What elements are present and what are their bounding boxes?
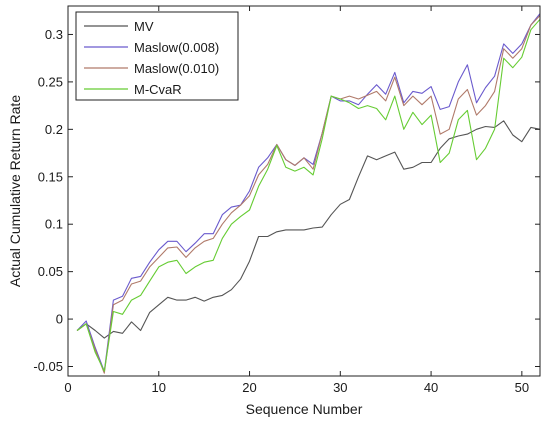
legend: MV Maslow(0.008) Maslow(0.010) M-CvaR (75, 11, 239, 101)
series-line-0 (76, 120, 541, 339)
y-tick-label: 0.15 (38, 169, 63, 184)
legend-label-mv: MV (134, 19, 154, 34)
y-tick-label: 0.05 (38, 264, 63, 279)
legend-label-m-cvar: M-CvaR (134, 82, 182, 97)
plot-frame (67, 5, 541, 377)
series-line-1 (76, 13, 541, 372)
series-line-2 (76, 15, 541, 374)
legend-label-maslow-008: Maslow(0.008) (134, 40, 219, 55)
x-tick-label: 40 (424, 380, 438, 395)
x-tick-label: 10 (152, 380, 166, 395)
x-tick-label: 30 (333, 380, 347, 395)
y-axis-title: Actual Cumulative Return Rate (7, 95, 23, 287)
y-tick-label: -0.05 (33, 359, 63, 374)
y-tick-label: 0.2 (45, 122, 63, 137)
x-axis-title: Sequence Number (246, 401, 363, 417)
x-tick-label: 0 (64, 380, 71, 395)
legend-label-maslow-010: Maslow(0.010) (134, 61, 219, 76)
series-line-3 (76, 18, 541, 372)
y-tick-label: 0.3 (45, 27, 63, 42)
x-tick-label: 50 (515, 380, 529, 395)
x-tick-label: 20 (242, 380, 256, 395)
y-tick-label: 0.25 (38, 74, 63, 89)
series-layer (76, 13, 541, 374)
y-tick-label: 0 (56, 312, 63, 327)
legend-box (75, 11, 239, 101)
y-tick-label: 0.1 (45, 217, 63, 232)
